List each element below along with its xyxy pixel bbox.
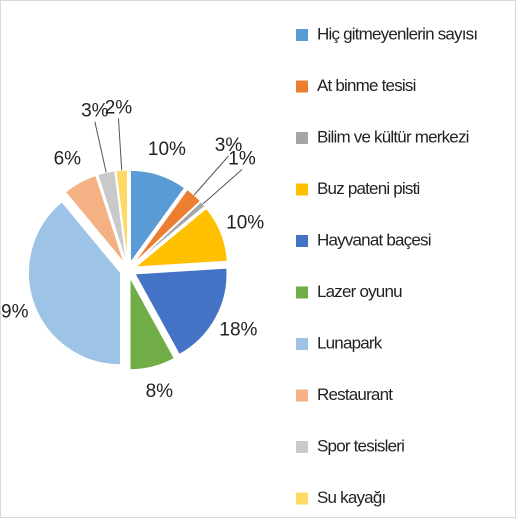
- legend-label: Lunapark: [317, 333, 383, 352]
- data-label: 18%: [219, 320, 257, 341]
- legend-swatch: [296, 235, 308, 247]
- data-label: 8%: [146, 381, 174, 402]
- data-label: 10%: [148, 139, 186, 160]
- data-label: 3%: [215, 135, 243, 156]
- legend-swatch: [296, 338, 308, 350]
- leader-line: [117, 118, 123, 171]
- leader-line: [193, 155, 229, 196]
- leader-line: [202, 169, 243, 205]
- legend-label: Spor tesisleri: [317, 436, 404, 455]
- data-label: 3%: [81, 101, 109, 122]
- legend-label: Hayvanat baçesi: [317, 230, 431, 249]
- data-label: 6%: [54, 149, 82, 170]
- legend-label: At binme tesisi: [317, 76, 416, 95]
- pie-slice: [133, 207, 228, 268]
- legend-swatch: [296, 389, 308, 402]
- legend-label: Restaurant: [317, 385, 393, 404]
- legend-label: Hiç gitmeyenlerin sayısı: [317, 24, 477, 43]
- legend-swatch: [296, 29, 308, 41]
- legend-label: Lazer oyunu: [317, 282, 402, 301]
- leader-line: [94, 121, 107, 173]
- legend-label: Buz pateni pisti: [317, 179, 420, 198]
- pie-slice: [134, 267, 228, 356]
- legend-swatch: [296, 286, 308, 299]
- legend-swatch: [296, 492, 308, 505]
- legend-swatch: [296, 441, 308, 453]
- pie-slice: [64, 174, 125, 264]
- legend-label: Su kayağı: [317, 488, 385, 507]
- legend-swatch: [296, 183, 308, 196]
- data-label: 10%: [226, 213, 264, 234]
- legend-label: Bilim ve kültür merkezi: [317, 127, 469, 146]
- data-label: 1%: [228, 148, 256, 169]
- legend-swatch: [296, 80, 308, 93]
- pie-slice: [132, 188, 202, 265]
- data-label: 39%: [0, 302, 29, 323]
- legend-swatch: [296, 132, 308, 144]
- data-label: 2%: [105, 97, 133, 118]
- pie-slice: [28, 201, 121, 366]
- pie-slice: [129, 169, 186, 264]
- pie-slice: [129, 277, 175, 371]
